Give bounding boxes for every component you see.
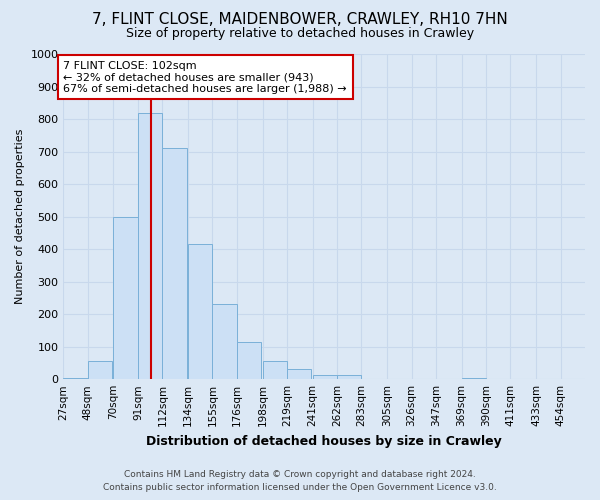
X-axis label: Distribution of detached houses by size in Crawley: Distribution of detached houses by size …	[146, 434, 502, 448]
Bar	[337, 376, 361, 379]
Text: Size of property relative to detached houses in Crawley: Size of property relative to detached ho…	[126, 28, 474, 40]
Bar	[212, 304, 237, 379]
Text: Contains HM Land Registry data © Crown copyright and database right 2024.
Contai: Contains HM Land Registry data © Crown c…	[103, 470, 497, 492]
Bar	[188, 244, 212, 379]
Bar	[113, 216, 138, 379]
Bar	[461, 378, 486, 379]
Bar	[313, 375, 337, 379]
Bar	[237, 342, 262, 379]
Y-axis label: Number of detached properties: Number of detached properties	[15, 129, 25, 304]
Bar	[263, 362, 287, 379]
Text: 7, FLINT CLOSE, MAIDENBOWER, CRAWLEY, RH10 7HN: 7, FLINT CLOSE, MAIDENBOWER, CRAWLEY, RH…	[92, 12, 508, 28]
Bar	[287, 369, 311, 379]
Text: 7 FLINT CLOSE: 102sqm
← 32% of detached houses are smaller (943)
67% of semi-det: 7 FLINT CLOSE: 102sqm ← 32% of detached …	[64, 60, 347, 94]
Bar	[163, 148, 187, 379]
Bar	[64, 378, 88, 379]
Bar	[138, 112, 163, 379]
Bar	[88, 362, 112, 379]
